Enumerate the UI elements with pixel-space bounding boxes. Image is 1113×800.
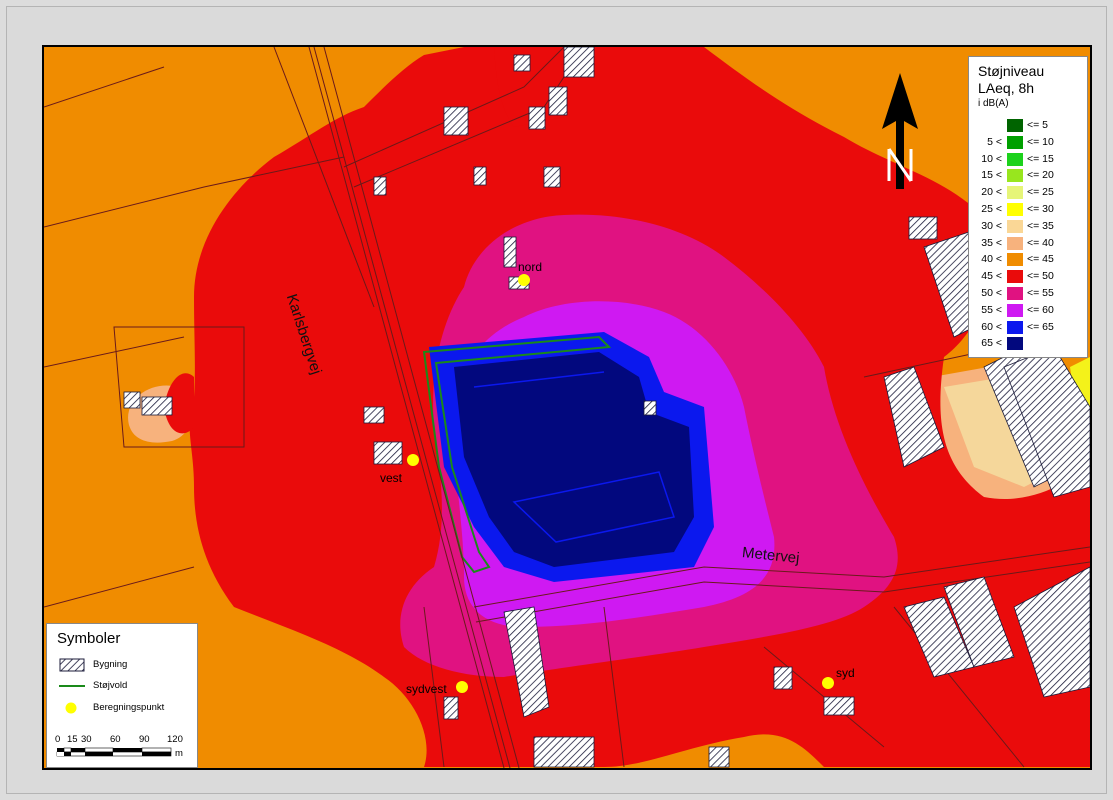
legend-row-low: 20 < — [981, 186, 1002, 199]
legend-row-high: <= 20 — [1027, 169, 1054, 182]
legend-row-low: 65 < — [981, 337, 1002, 350]
scale-label-30: 30 — [81, 734, 92, 745]
legend-row-low: 5 < — [987, 135, 1002, 148]
legend-subtitle: LAeq, 8h — [978, 80, 1035, 96]
point-sydvest-icon — [456, 681, 468, 693]
road-lines — [44, 47, 1090, 768]
legend-row-high: <= 65 — [1027, 320, 1054, 333]
noise-legend: Støjniveau LAeq, 8h i dB(A) <= 5 5 < <= 10… — [968, 56, 1088, 358]
legend-row-low: 25 < — [981, 203, 1002, 215]
legend-row-high: <= 30 — [1027, 203, 1054, 215]
scale-unit: m — [175, 748, 183, 759]
scale-label-120: 120 — [167, 734, 183, 745]
legend-row-low: 15 < — [981, 169, 1002, 182]
legend-row: 65 < — [969, 337, 1087, 351]
legend-row: <= 5 — [969, 119, 1087, 132]
legend-row: 55 < <= 60 — [969, 303, 1087, 317]
legend-row-low: 30 < — [981, 219, 1002, 232]
symbol-legend-title: Symboler — [57, 630, 121, 647]
symbol-label-wall: Støjvold — [93, 680, 128, 691]
point-label-vest: vest — [380, 471, 403, 485]
point-syd-icon — [822, 677, 834, 689]
legend-row-low: 60 < — [981, 320, 1002, 333]
scale-label-90: 90 — [139, 734, 150, 745]
wall-symbol-icon — [59, 685, 85, 687]
legend-swatch — [1007, 320, 1023, 334]
legend-swatch — [1007, 203, 1023, 216]
point-label-syd: syd — [836, 666, 855, 680]
legend-row: 40 < <= 45 — [969, 253, 1087, 267]
symbol-label-point: Beregningspunkt — [93, 702, 165, 713]
calc-points — [407, 274, 834, 693]
scale-label-15: 15 — [67, 734, 78, 745]
legend-swatch — [1007, 253, 1023, 267]
legend-row-low: 35 < — [981, 236, 1002, 249]
legend-row: 30 < <= 35 — [969, 219, 1087, 233]
legend-swatch — [1007, 236, 1023, 250]
building-symbol-icon — [59, 658, 85, 672]
legend-row-low: 40 < — [981, 253, 1002, 266]
legend-swatch — [1007, 135, 1023, 149]
legend-row-high: <= 25 — [1027, 186, 1054, 199]
legend-row-low: 45 < — [981, 270, 1002, 283]
legend-row-high: <= 55 — [1027, 287, 1054, 299]
map-canvas — [44, 47, 1090, 768]
point-nord-icon — [518, 274, 530, 286]
legend-row-high: <= 15 — [1027, 152, 1054, 165]
legend-row-low: 10 < — [981, 152, 1002, 165]
legend-row-low: 50 < — [981, 287, 1002, 299]
point-symbol-icon — [65, 702, 77, 714]
scale-label-0: 0 — [55, 734, 61, 745]
legend-swatch — [1007, 303, 1023, 317]
legend-swatch — [1007, 186, 1023, 200]
legend-row: 60 < <= 65 — [969, 320, 1087, 334]
legend-row: 20 < <= 25 — [969, 186, 1087, 200]
symbol-label-building: Bygning — [93, 659, 128, 670]
legend-swatch — [1007, 270, 1023, 284]
legend-row: 50 < <= 55 — [969, 287, 1087, 300]
legend-swatch — [1007, 169, 1023, 183]
legend-row-high: <= 5 — [1027, 119, 1049, 131]
legend-row-high: <= 35 — [1027, 219, 1054, 232]
scale-bar: 0 15 30 60 90 120 m — [55, 734, 195, 764]
legend-row-high: <= 50 — [1027, 270, 1054, 283]
point-label-nord: nord — [518, 260, 543, 274]
legend-swatch — [1007, 337, 1023, 351]
legend-row: 45 < <= 50 — [969, 270, 1087, 284]
legend-title: Støjniveau — [978, 63, 1045, 79]
scale-bar-graphic — [56, 747, 172, 757]
legend-row-high: <= 40 — [1027, 236, 1054, 249]
noise-map: Karlsbergvej Metervej nord vest sydvest … — [42, 45, 1092, 770]
legend-swatch — [1007, 219, 1023, 233]
legend-unit: i dB(A) — [978, 98, 1009, 109]
scale-label-60: 60 — [110, 734, 121, 745]
legend-row-low: 55 < — [981, 303, 1002, 316]
legend-row-high: <= 60 — [1027, 303, 1054, 316]
north-arrow-icon — [882, 73, 918, 189]
symbol-legend: Symboler Bygning Støjvold Beregningspunk… — [46, 623, 198, 768]
legend-row-high: <= 10 — [1027, 135, 1054, 148]
legend-swatch — [1007, 119, 1023, 132]
legend-swatch — [1007, 287, 1023, 300]
legend-row: 15 < <= 20 — [969, 169, 1087, 183]
point-label-sydvest: sydvest — [406, 682, 447, 696]
legend-row: 25 < <= 30 — [969, 203, 1087, 216]
legend-row: 35 < <= 40 — [969, 236, 1087, 250]
legend-row: 10 < <= 15 — [969, 152, 1087, 166]
zone-65-plus — [454, 352, 694, 567]
point-vest-icon — [407, 454, 419, 466]
legend-swatch — [1007, 152, 1023, 166]
legend-row-high: <= 45 — [1027, 253, 1054, 266]
legend-row: 5 < <= 10 — [969, 135, 1087, 149]
